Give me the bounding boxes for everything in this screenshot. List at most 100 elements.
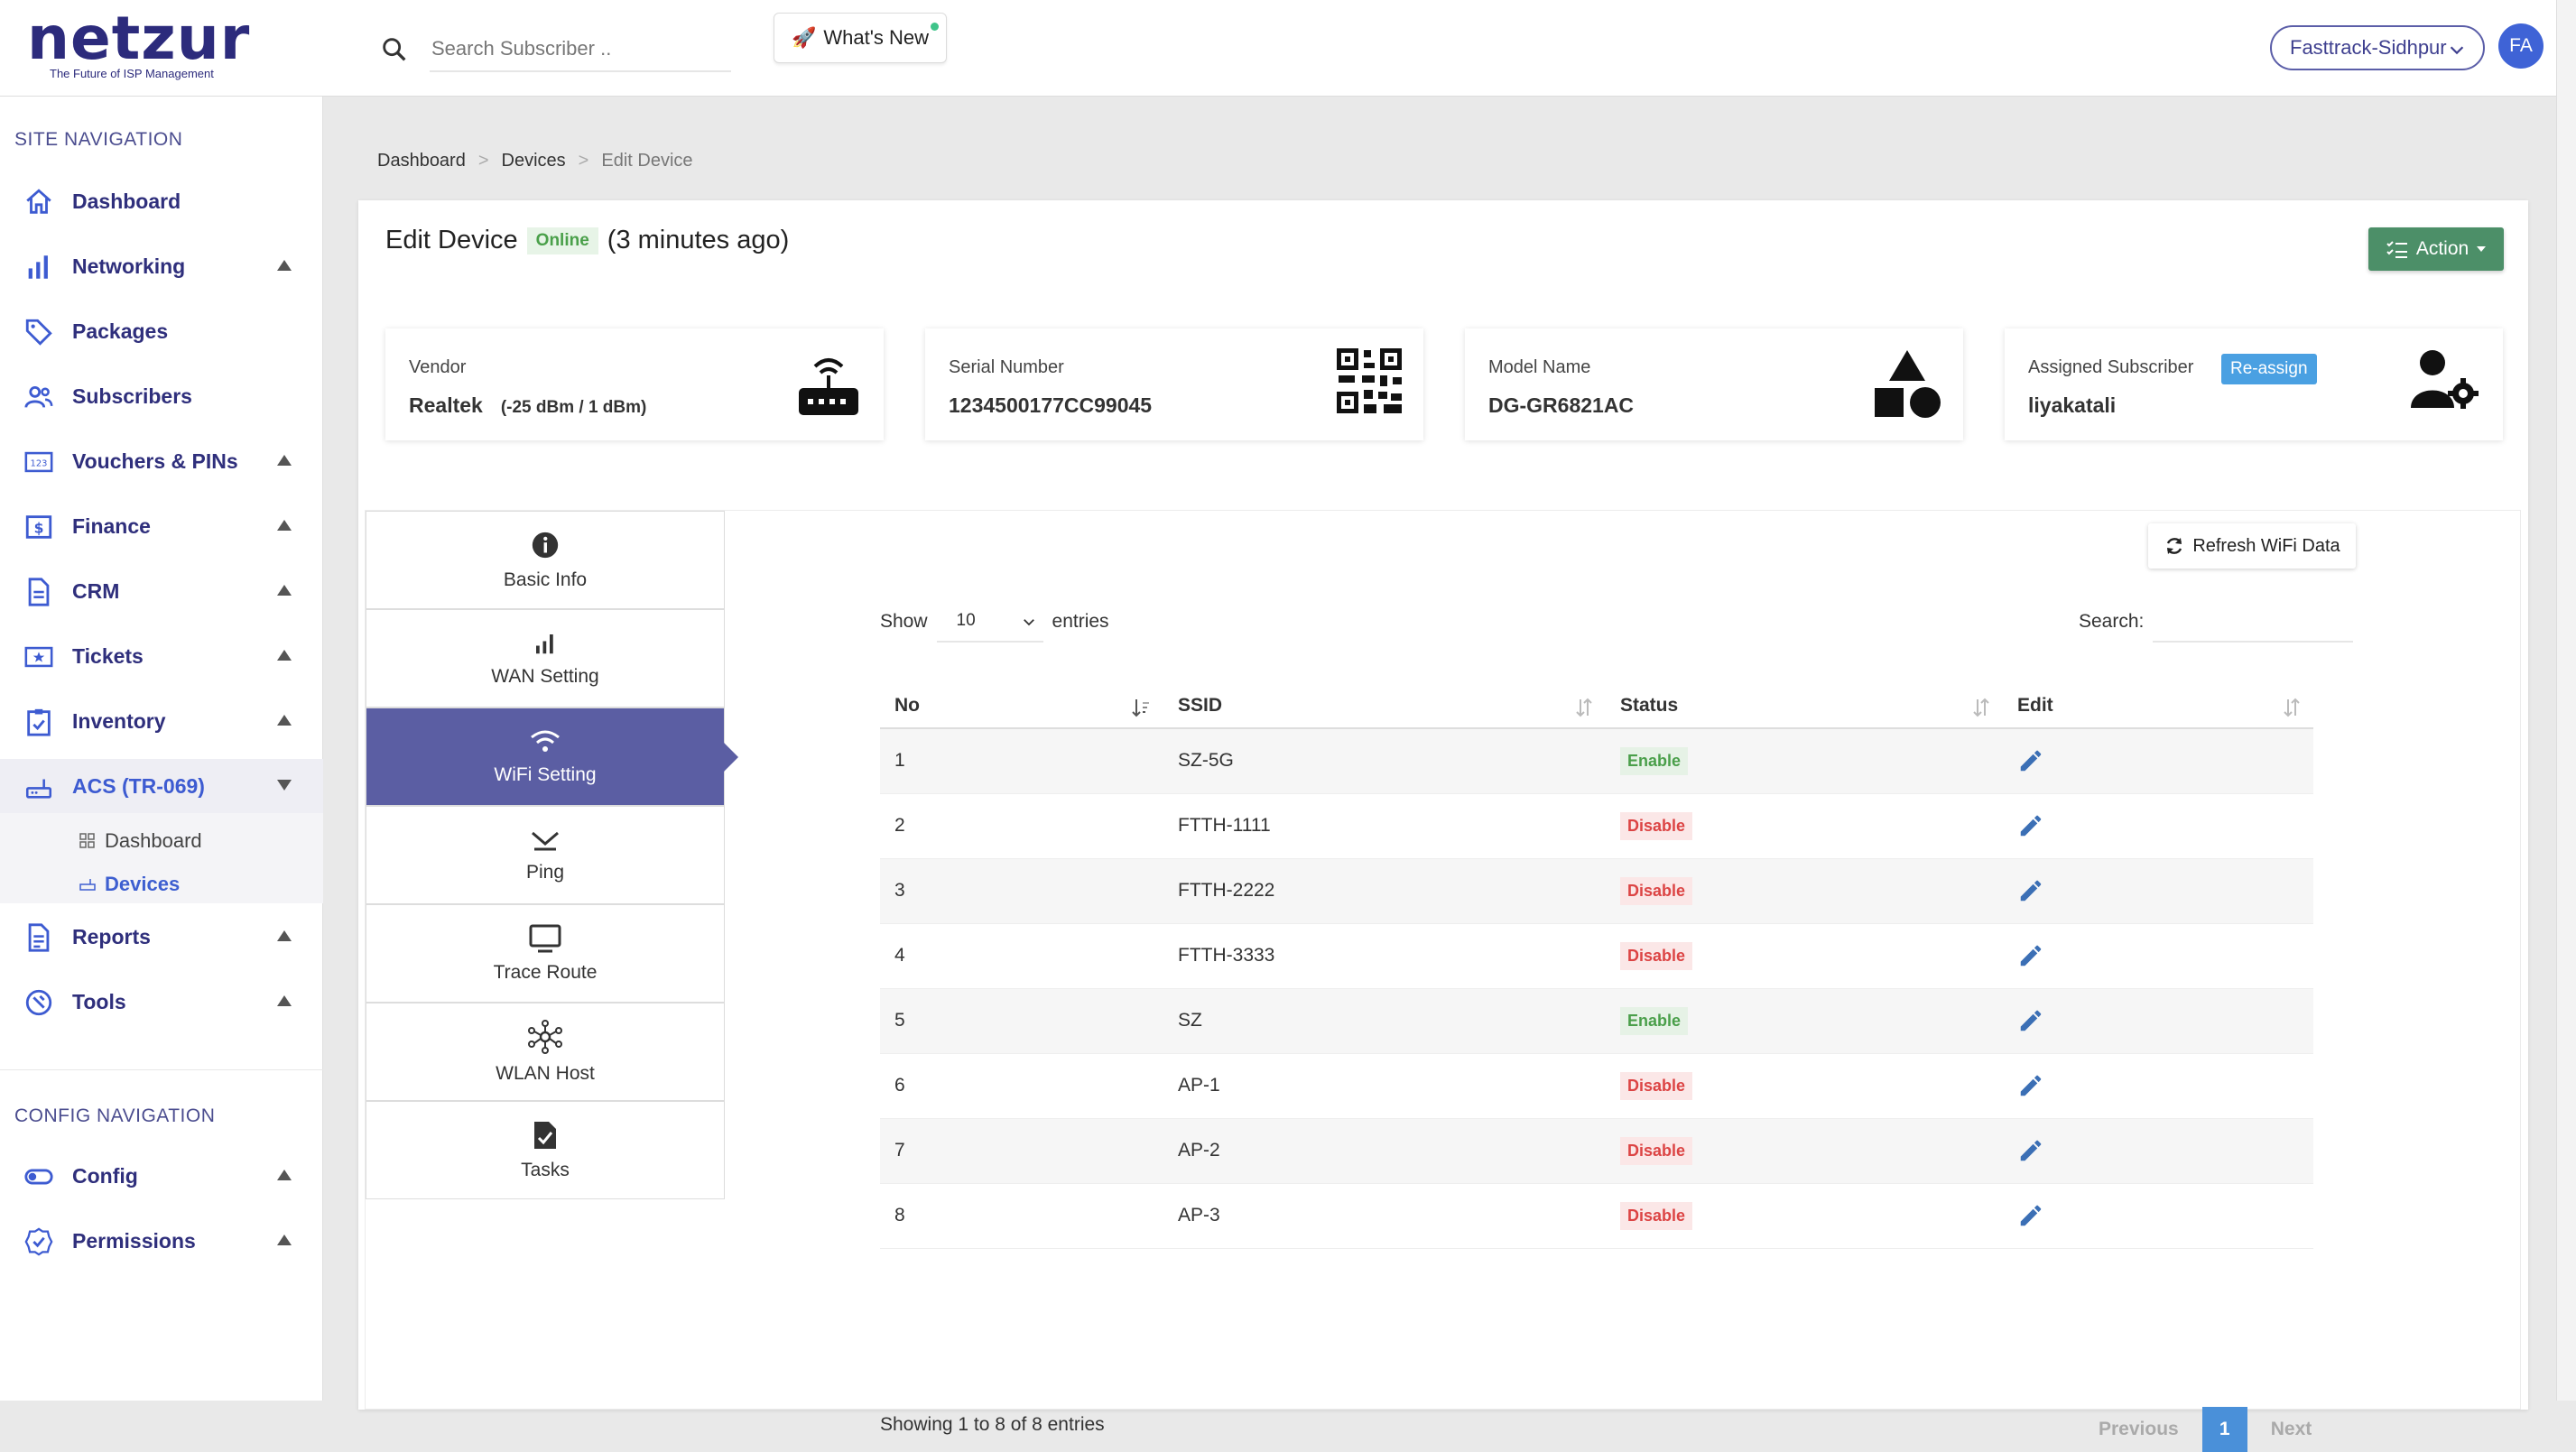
refresh-icon bbox=[2164, 535, 2185, 557]
table-header-row: No SSID Status Edit bbox=[880, 683, 2313, 729]
site-selector[interactable]: Fasttrack-Sidhpur bbox=[2270, 25, 2485, 70]
sidebar-item-label: Vouchers & PINs bbox=[72, 449, 238, 473]
serial-number-card: Serial Number 1234500177CC99045 bbox=[925, 328, 1423, 440]
sidebar-item-label: Inventory bbox=[72, 708, 166, 733]
tab-wlan-host[interactable]: WLAN Host bbox=[366, 1003, 725, 1101]
caret-up-icon bbox=[276, 714, 292, 726]
bar-chart-icon bbox=[23, 252, 54, 282]
cell-status: Disable bbox=[1606, 858, 2003, 924]
tab-tasks[interactable]: Tasks bbox=[366, 1101, 725, 1199]
tools-icon bbox=[23, 987, 54, 1018]
tab-wan-setting[interactable]: WAN Setting bbox=[366, 609, 725, 708]
svg-text:123: 123 bbox=[31, 458, 48, 468]
sidebar-item-dashboard[interactable]: Dashboard bbox=[0, 174, 323, 228]
sidebar-subitem-acs-dashboard[interactable]: Dashboard bbox=[79, 829, 202, 853]
dollar-icon: $ bbox=[23, 512, 54, 542]
brand-logo[interactable]: netzur bbox=[27, 4, 251, 73]
badge-check-icon bbox=[23, 1226, 54, 1257]
status-badge: Disable bbox=[1620, 811, 1693, 840]
edit-pencil-icon[interactable] bbox=[2017, 1007, 2299, 1034]
column-edit[interactable]: Edit bbox=[2003, 683, 2313, 729]
cell-no: 1 bbox=[880, 728, 1163, 794]
tab-wifi-setting[interactable]: WiFi Setting bbox=[366, 708, 738, 806]
edit-pencil-icon[interactable] bbox=[2017, 942, 2299, 969]
table-row: 5 SZ Enable bbox=[880, 988, 2313, 1054]
subscriber-value[interactable]: liyakatali bbox=[2028, 393, 2117, 417]
signal-bars-icon bbox=[532, 630, 559, 657]
caret-up-icon bbox=[276, 929, 292, 942]
sidebar-item-networking[interactable]: Networking bbox=[0, 239, 323, 293]
pagination-next[interactable]: Next bbox=[2270, 1419, 2312, 1439]
table-info: Showing 1 to 8 of 8 entries bbox=[880, 1414, 1105, 1435]
edit-pencil-icon[interactable] bbox=[2017, 1202, 2299, 1229]
page-scrollbar[interactable] bbox=[2556, 0, 2576, 1401]
sort-icon bbox=[1972, 698, 1990, 717]
edit-pencil-icon[interactable] bbox=[2017, 812, 2299, 839]
sidebar-item-config[interactable]: Config bbox=[0, 1149, 323, 1203]
cell-status: Disable bbox=[1606, 1183, 2003, 1249]
clipboard-icon bbox=[23, 707, 54, 737]
notification-dot bbox=[931, 23, 939, 31]
edit-pencil-icon[interactable] bbox=[2017, 747, 2299, 774]
cell-edit bbox=[2003, 728, 2313, 794]
home-icon bbox=[23, 187, 54, 217]
cell-status: Enable bbox=[1606, 728, 2003, 794]
tab-label: Trace Route bbox=[493, 961, 598, 983]
sidebar-item-inventory[interactable]: Inventory bbox=[0, 694, 323, 748]
vendor-card: Vendor Realtek (-25 dBm / 1 dBm) bbox=[385, 328, 884, 440]
cell-no: 6 bbox=[880, 1053, 1163, 1119]
table-search-input[interactable] bbox=[2153, 601, 2354, 643]
column-status[interactable]: Status bbox=[1606, 683, 2003, 729]
edit-pencil-icon[interactable] bbox=[2017, 1072, 2299, 1099]
router-icon bbox=[795, 348, 862, 417]
search-input[interactable] bbox=[430, 27, 731, 72]
sidebar-item-subscribers[interactable]: Subscribers bbox=[0, 369, 323, 423]
cell-ssid: AP-2 bbox=[1163, 1118, 1606, 1184]
refresh-wifi-button[interactable]: Refresh WiFi Data bbox=[2148, 523, 2356, 569]
network-icon bbox=[528, 1019, 562, 1054]
breadcrumb-dashboard[interactable]: Dashboard bbox=[377, 151, 466, 171]
config-navigation-heading: CONFIG NAVIGATION bbox=[14, 1105, 216, 1126]
whats-new-button[interactable]: 🚀 What's New bbox=[774, 13, 947, 63]
sidebar-item-finance[interactable]: $ Finance bbox=[0, 499, 323, 553]
sidebar-item-reports[interactable]: Reports bbox=[0, 910, 323, 964]
sidebar-item-tickets[interactable]: Tickets bbox=[0, 629, 323, 683]
toggle-icon bbox=[23, 1161, 54, 1192]
model-name-card: Model Name DG-GR6821AC bbox=[1465, 328, 1963, 440]
reassign-button[interactable]: Re-assign bbox=[2221, 354, 2317, 384]
sidebar-item-packages[interactable]: Packages bbox=[0, 304, 323, 358]
search-icon[interactable] bbox=[379, 34, 410, 65]
column-no[interactable]: No bbox=[880, 683, 1163, 729]
sidebar-item-label: Config bbox=[72, 1163, 138, 1188]
status-badge: Disable bbox=[1620, 1201, 1693, 1230]
serial-label: Serial Number bbox=[949, 357, 1064, 377]
breadcrumb-devices[interactable]: Devices bbox=[501, 151, 566, 171]
cell-no: 4 bbox=[880, 923, 1163, 989]
sidebar-item-permissions[interactable]: Permissions bbox=[0, 1214, 323, 1268]
edit-pencil-icon[interactable] bbox=[2017, 1137, 2299, 1164]
sidebar-item-crm[interactable]: CRM bbox=[0, 564, 323, 618]
pagination-page-1[interactable]: 1 bbox=[2201, 1407, 2247, 1452]
edit-pencil-icon[interactable] bbox=[2017, 877, 2299, 904]
sidebar-item-acs[interactable]: ACS (TR-069) bbox=[0, 759, 323, 813]
device-tabs-panel: Basic Info WAN Setting WiFi Setting Ping… bbox=[365, 510, 2521, 1452]
shapes-icon bbox=[1873, 348, 1941, 421]
tab-ping[interactable]: Ping bbox=[366, 806, 725, 904]
sidebar-subitem-devices[interactable]: Devices bbox=[79, 873, 180, 896]
tab-basic-info[interactable]: Basic Info bbox=[366, 511, 725, 609]
page-length-select[interactable]: 10 bbox=[936, 601, 1043, 643]
model-label: Model Name bbox=[1488, 357, 1591, 377]
tab-trace-route[interactable]: Trace Route bbox=[366, 904, 725, 1003]
users-icon bbox=[23, 382, 54, 412]
user-avatar[interactable]: FA bbox=[2498, 23, 2544, 69]
cell-no: 5 bbox=[880, 988, 1163, 1054]
sidebar-item-vouchers[interactable]: 123 Vouchers & PINs bbox=[0, 434, 323, 488]
column-ssid[interactable]: SSID bbox=[1163, 683, 1606, 729]
action-dropdown-button[interactable]: Action bbox=[2368, 227, 2504, 271]
caret-up-icon bbox=[276, 1169, 292, 1181]
pagination-previous[interactable]: Previous bbox=[2099, 1419, 2179, 1439]
page-title: Edit Device Online (3 minutes ago) bbox=[385, 226, 789, 255]
sort-asc-icon bbox=[1131, 698, 1151, 717]
sidebar-item-label: ACS (TR-069) bbox=[72, 773, 205, 798]
sidebar-item-tools[interactable]: Tools bbox=[0, 975, 323, 1029]
